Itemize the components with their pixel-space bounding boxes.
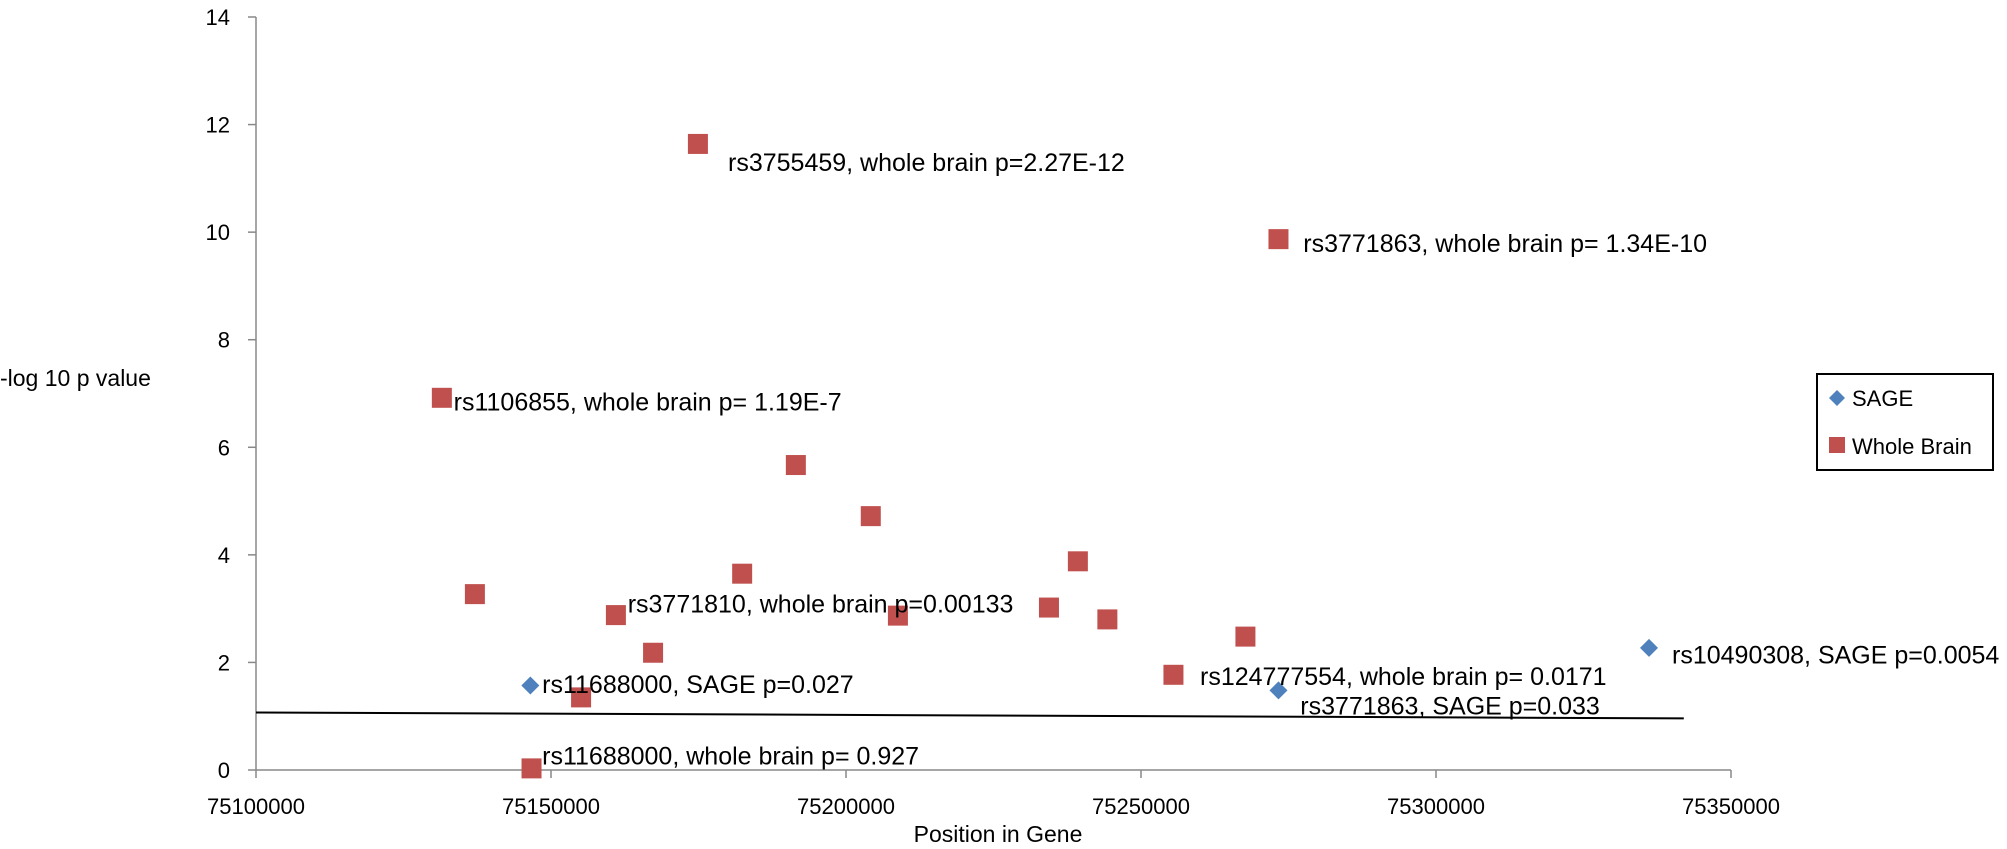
x-axis-title: Position in Gene [914,821,1083,847]
y-tick-label: 6 [218,435,230,460]
whole-brain-point [521,758,542,779]
whole-brain-point [887,605,908,626]
point-annotation: rs3755459, whole brain p=2.27E-12 [728,149,1125,177]
legend-whole-brain-label: Whole Brain [1852,434,1972,459]
data-points [431,133,1658,779]
y-tick-label: 4 [218,543,230,568]
annotations: rs3755459, whole brain p=2.27E-12 rs37718… [454,149,2000,770]
axes [255,17,1731,771]
sage-point [521,676,540,695]
x-tick-label: 75100000 [207,794,305,819]
whole-brain-point [1067,551,1088,572]
point-annotation: rs11688000, SAGE p=0.027 [542,671,854,699]
x-tick-label: 75200000 [797,794,895,819]
point-annotation: rs1106855, whole brain p= 1.19E-7 [454,389,842,417]
x-tick-label: 75250000 [1092,794,1190,819]
threshold-line [255,711,1684,720]
whole-brain-point [785,455,806,476]
whole-brain-point [431,387,452,408]
whole-brain-point [1268,229,1289,250]
threshold-line-group [255,711,1684,720]
point-annotation: rs3771863, SAGE p=0.033 [1300,692,1600,720]
y-tick-label: 10 [206,220,230,245]
y-axis-title: -log 10 p value [0,365,151,391]
sage-point [1639,638,1658,657]
x-tick-label: 75350000 [1682,794,1780,819]
whole-brain-point [605,605,626,626]
y-tick-label: 0 [218,758,230,783]
legend-whole-brain-marker [1829,437,1845,453]
whole-brain-point [1097,609,1118,630]
y-tick-label: 2 [218,650,230,675]
whole-brain-point [571,687,592,708]
legend-sage-label: SAGE [1852,386,1913,411]
whole-brain-point [1235,626,1256,647]
legend-sage-marker [1829,390,1845,406]
point-annotation: rs3771810, whole brain p=0.00133 [628,590,1014,618]
point-annotation: rs3771863, whole brain p= 1.34E-10 [1303,230,1707,258]
y-tick-label: 14 [206,5,230,30]
sage-point [1269,681,1288,700]
point-annotation: rs11688000, whole brain p= 0.927 [542,742,919,770]
legend-box [1816,373,1994,471]
x-tick-label: 75150000 [502,794,600,819]
point-annotation: rs124777554, whole brain p= 0.0171 [1200,663,1607,691]
x-tick-label: 75300000 [1387,794,1485,819]
whole-brain-point [860,506,881,527]
y-tick-label: 8 [218,328,230,353]
y-tick-label: 12 [206,113,230,138]
whole-brain-point [464,584,485,605]
whole-brain-point [732,563,753,584]
legend: SAGE Whole Brain [1816,373,1994,471]
whole-brain-point [643,642,664,663]
whole-brain-point [1163,664,1184,685]
whole-brain-point [687,133,708,154]
ticks: 0 2 4 6 8 10 12 14 75100000 75150000 75200000 75250… [206,5,1780,819]
whole-brain-point [1038,597,1059,618]
point-annotation: rs10490308, SAGE p=0.0054 [1672,641,1999,669]
